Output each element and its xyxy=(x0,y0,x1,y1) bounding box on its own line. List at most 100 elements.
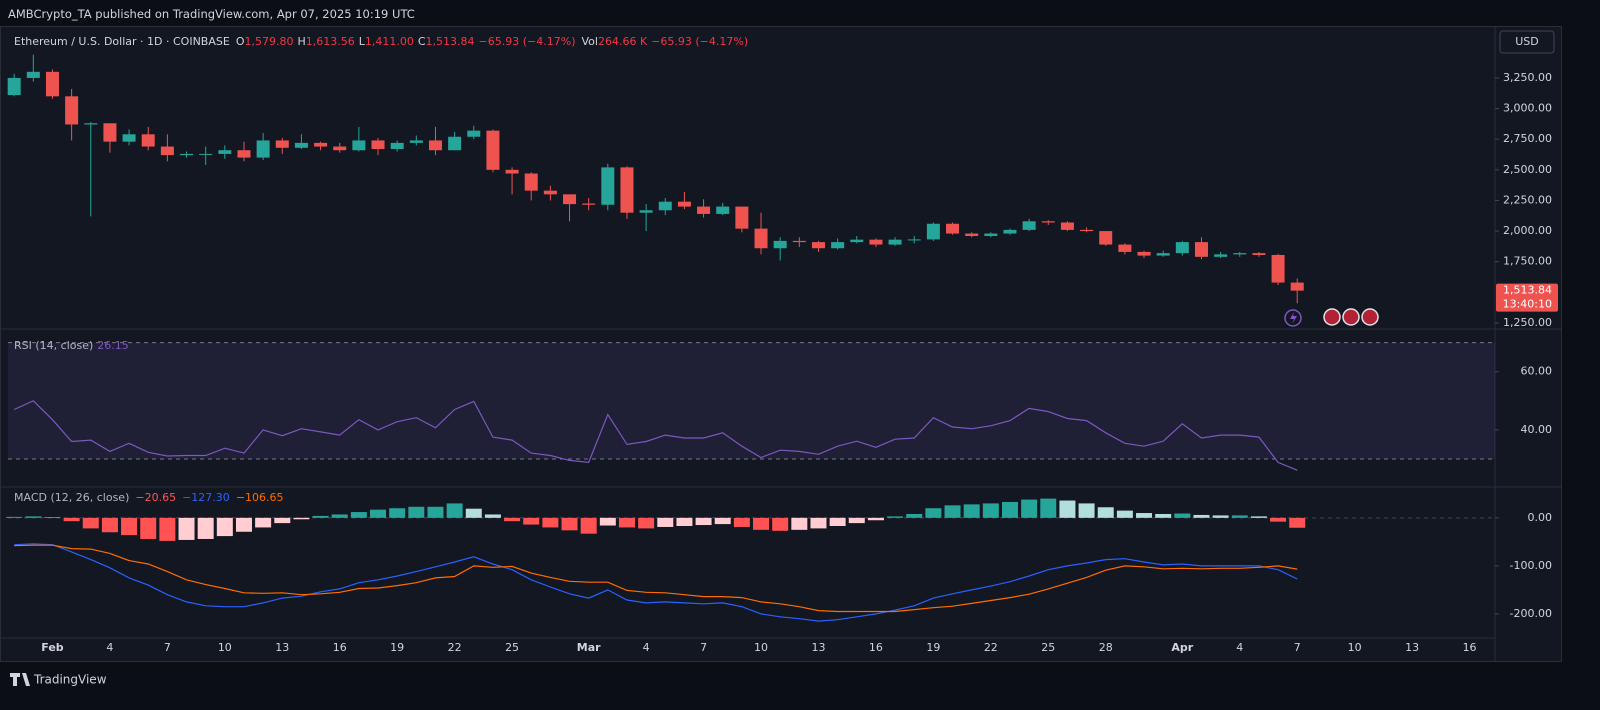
candle-body xyxy=(314,142,328,147)
histogram-bar xyxy=(695,517,712,526)
currency-label: USD xyxy=(1515,35,1539,48)
histogram-bar xyxy=(6,516,23,518)
countdown-label: 13:40:10 xyxy=(1503,298,1552,311)
legend: Ethereum / U.S. Dollar · 1D · COINBASE O1… xyxy=(14,35,752,48)
x-tick-label: 4 xyxy=(106,641,113,654)
histogram-bar xyxy=(542,517,559,528)
candle-body xyxy=(218,150,232,154)
candle-body xyxy=(1099,231,1113,245)
x-tick-label: 7 xyxy=(164,641,171,654)
volume-change: −65.93 (−4.17%) xyxy=(651,35,749,48)
histogram-bar xyxy=(887,516,904,518)
x-tick-label: 16 xyxy=(869,641,883,654)
histogram-bar xyxy=(312,515,329,518)
candle-body xyxy=(122,134,136,142)
x-tick-label: 10 xyxy=(1348,641,1362,654)
event-icon[interactable] xyxy=(1284,309,1302,327)
volume-value: 264.66 K xyxy=(597,35,648,48)
candle-body xyxy=(180,153,194,156)
candle-body xyxy=(199,153,213,155)
candle-body xyxy=(811,242,825,249)
candle-body xyxy=(1156,253,1170,256)
histogram-bar xyxy=(580,517,597,534)
candle-body xyxy=(65,96,79,125)
currency-button[interactable] xyxy=(1499,30,1555,54)
candle-body xyxy=(1080,229,1094,232)
histogram-bar xyxy=(676,517,693,526)
y-tick-label: 3,250.00 xyxy=(1503,71,1552,84)
candle-body xyxy=(1003,229,1017,234)
event-icon[interactable] xyxy=(1361,308,1379,326)
candle-body xyxy=(946,223,960,234)
candle-body xyxy=(160,146,174,156)
histogram-bar xyxy=(25,516,42,518)
histogram-bar xyxy=(753,517,770,530)
candle-body xyxy=(658,201,672,211)
histogram-bar xyxy=(810,517,827,529)
rsi-band xyxy=(8,342,1495,459)
candle-body xyxy=(294,142,308,148)
histogram-bar xyxy=(1059,500,1076,518)
histogram-bar xyxy=(159,517,176,541)
histogram-bar xyxy=(982,503,999,518)
macd-line xyxy=(14,543,1298,622)
histogram-bar xyxy=(504,517,521,522)
candle-body xyxy=(26,71,40,78)
histogram-bar xyxy=(1021,499,1038,518)
candle-body xyxy=(103,123,117,142)
rsi-title: RSI (14, close) xyxy=(14,339,94,352)
x-tick-label: Mar xyxy=(577,641,601,654)
candle-body xyxy=(754,228,768,249)
macd-legend: MACD (12, 26, close) −20.65 −127.30 −106.65 xyxy=(14,491,290,504)
candle-body xyxy=(601,167,615,205)
macd-value: −106.65 xyxy=(235,491,284,504)
histogram-bar xyxy=(1193,514,1210,518)
histogram-bar xyxy=(235,517,252,532)
candle-body xyxy=(965,233,979,236)
legend-value: 1,579.80 xyxy=(244,35,294,48)
volume-key: Vol xyxy=(581,35,598,48)
histogram-bar xyxy=(197,517,214,539)
candle-body xyxy=(543,190,557,195)
histogram-bar xyxy=(657,517,674,527)
y-tick-label: 3,000.00 xyxy=(1503,102,1552,115)
x-tick-label: 28 xyxy=(1099,641,1113,654)
histogram-bar xyxy=(963,504,980,518)
event-icon[interactable] xyxy=(1323,308,1341,326)
candle-body xyxy=(428,140,442,151)
histogram-bar xyxy=(63,517,80,522)
candle-body xyxy=(333,146,347,151)
candle-body xyxy=(1118,244,1132,252)
candle-body xyxy=(486,130,500,170)
candle-body xyxy=(371,140,385,150)
event-icon[interactable] xyxy=(1342,308,1360,326)
histogram-bar xyxy=(178,517,195,540)
histogram-bar xyxy=(389,508,406,518)
candle-body xyxy=(831,242,845,249)
y-tick-label: 2,500.00 xyxy=(1503,163,1552,176)
y-tick-label: -200.00 xyxy=(1510,607,1552,620)
histogram-bar xyxy=(465,508,482,518)
candle-body xyxy=(1233,253,1247,255)
candle-body xyxy=(1137,251,1151,256)
candle-body xyxy=(275,140,289,148)
histogram-bar xyxy=(1289,517,1306,528)
event-icons xyxy=(1284,308,1379,327)
candle-body xyxy=(907,239,921,241)
candle-body xyxy=(984,233,998,236)
x-tick-label: 10 xyxy=(218,641,232,654)
macd-title: MACD (12, 26, close) xyxy=(14,491,130,504)
candle-body xyxy=(888,239,902,245)
candle-body xyxy=(409,140,423,143)
candle-body xyxy=(1194,242,1208,257)
histogram-bar xyxy=(1078,503,1095,518)
candle-body xyxy=(1060,222,1074,230)
histogram-bar xyxy=(1001,501,1018,518)
histogram-bar xyxy=(370,509,387,518)
histogram-bar xyxy=(848,517,865,524)
histogram-bar xyxy=(772,517,789,531)
candle-body xyxy=(7,77,21,96)
candle-body xyxy=(390,142,404,150)
